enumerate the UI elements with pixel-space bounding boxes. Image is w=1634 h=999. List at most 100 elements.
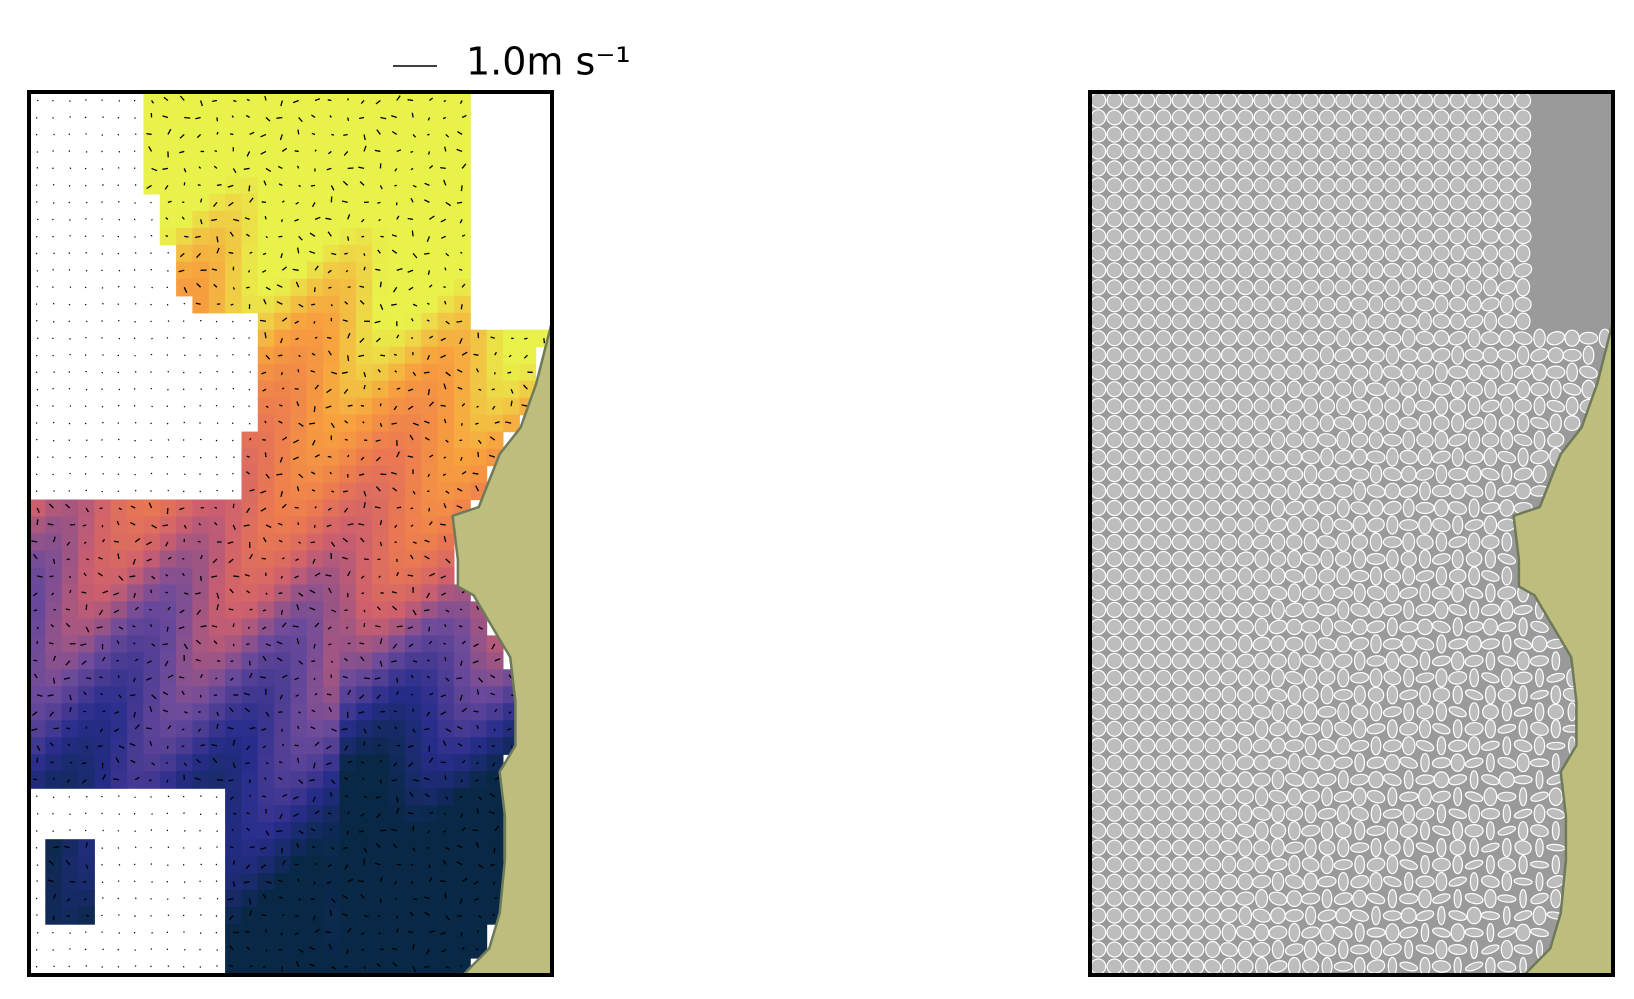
velocity-arrow [260, 133, 267, 138]
tidal-ellipse [1302, 686, 1319, 703]
velocity-arrow [424, 555, 430, 560]
velocity-arrow [358, 711, 365, 714]
tidal-ellipse [1437, 905, 1446, 926]
tidal-ellipse [1534, 702, 1545, 722]
tidal-ellipse [1418, 549, 1432, 569]
velocity-arrow [216, 949, 219, 951]
field-cell [388, 805, 406, 823]
tidal-ellipse [1254, 855, 1269, 874]
velocity-arrow [67, 743, 71, 747]
velocity-arrow [292, 268, 299, 271]
velocity-arrow [113, 609, 120, 614]
field-cell [437, 176, 455, 195]
tidal-ellipse [1253, 143, 1270, 160]
field-cell [61, 771, 79, 789]
tidal-ellipse [1286, 143, 1303, 160]
velocity-arrow [53, 845, 60, 849]
velocity-arrow [347, 117, 350, 122]
tidal-ellipse [1432, 211, 1450, 228]
tidal-ellipse [1432, 313, 1451, 329]
tidal-ellipse [1268, 891, 1288, 906]
tidal-ellipse [1401, 396, 1416, 416]
tidal-ellipse [1188, 364, 1205, 381]
velocity-arrow [215, 404, 218, 407]
velocity-arrow [278, 235, 283, 238]
tidal-ellipse [1384, 244, 1401, 262]
field-cell [372, 142, 390, 161]
field-cell [225, 703, 242, 721]
velocity-arrow [492, 913, 496, 917]
velocity-arrow [444, 267, 447, 271]
tidal-ellipse [1155, 839, 1172, 856]
field-cell [339, 788, 357, 806]
field-cell [372, 159, 390, 178]
velocity-arrow [278, 183, 283, 186]
tidal-ellipse [1513, 331, 1533, 346]
velocity-arrow [347, 214, 351, 220]
velocity-arrow [33, 609, 38, 612]
field-cell [421, 363, 439, 382]
field-cell [421, 788, 439, 806]
velocity-arrow [296, 842, 300, 848]
tidal-ellipse [1252, 704, 1271, 719]
tidal-ellipse [1399, 245, 1418, 261]
tidal-ellipse [1546, 808, 1566, 820]
tidal-ellipse [1220, 398, 1238, 414]
tidal-ellipse [1302, 211, 1319, 228]
velocity-arrow [118, 99, 121, 102]
field-cell [355, 346, 373, 365]
velocity-arrow [379, 660, 383, 667]
field-cell [421, 126, 439, 144]
velocity-arrow [294, 863, 299, 866]
velocity-arrow [445, 439, 449, 443]
velocity-arrow [393, 405, 398, 411]
tidal-ellipse [1155, 194, 1172, 211]
tidal-ellipse [1515, 244, 1531, 263]
tidal-ellipse [1268, 687, 1288, 702]
tidal-ellipse [1237, 279, 1254, 296]
velocity-arrow [412, 303, 418, 307]
field-cell [110, 720, 128, 738]
tidal-ellipse [1546, 399, 1566, 413]
field-cell [323, 584, 341, 602]
tidal-ellipse [1530, 721, 1549, 736]
tidal-ellipse [1188, 109, 1205, 126]
tidal-ellipse [1530, 791, 1549, 802]
tidal-ellipse [1270, 363, 1286, 381]
velocity-arrow [260, 150, 267, 155]
velocity-arrow [227, 184, 234, 188]
tidal-ellipse [1171, 720, 1189, 737]
velocity-arrow [199, 219, 203, 225]
velocity-arrow [359, 337, 365, 343]
field-cell [388, 703, 406, 721]
velocity-arrow [311, 489, 316, 492]
field-cell [323, 210, 341, 229]
velocity-arrow [277, 522, 283, 526]
field-cell [339, 295, 357, 314]
field-cell [192, 550, 210, 569]
field-cell [323, 788, 341, 806]
field-cell [323, 686, 341, 704]
tidal-ellipse [1253, 380, 1270, 398]
tidal-ellipse [1302, 109, 1319, 126]
velocity-arrow [281, 503, 287, 509]
tidal-ellipse [1449, 160, 1466, 177]
tidal-ellipse [1403, 770, 1414, 790]
tidal-ellipse [1419, 956, 1431, 977]
tidal-ellipse [1464, 689, 1484, 701]
field-cell [355, 873, 373, 891]
velocity-arrow [211, 218, 218, 222]
field-cell [453, 397, 471, 416]
tidal-ellipse [1285, 398, 1304, 414]
tidal-ellipse [1369, 702, 1383, 722]
tidal-ellipse [1386, 549, 1399, 569]
velocity-arrow [149, 705, 153, 712]
tidal-ellipse [1383, 330, 1402, 346]
velocity-arrow [118, 626, 124, 630]
tidal-ellipse [1188, 516, 1205, 534]
tidal-ellipse [1155, 262, 1172, 279]
velocity-arrow [410, 507, 414, 510]
tidal-ellipse [1334, 245, 1352, 262]
field-cell [290, 278, 308, 297]
field-cell [192, 771, 210, 789]
